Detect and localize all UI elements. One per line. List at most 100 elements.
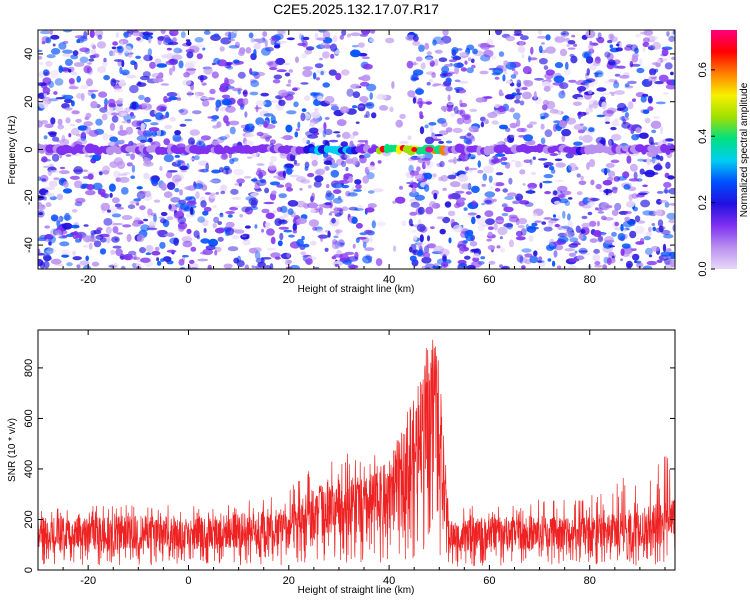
- spectrogram-speckle: [325, 190, 332, 198]
- spectrogram-speckle: [121, 60, 125, 68]
- spectrogram-speckle: [581, 51, 592, 59]
- spectrogram-speckle: [251, 178, 258, 182]
- spectrogram-speckle: [587, 211, 593, 216]
- spectrogram-speckle: [552, 190, 558, 196]
- spectrogram-speckle: [340, 141, 348, 148]
- spectrogram-speckle: [544, 129, 553, 138]
- spectrogram-speckle: [112, 41, 118, 46]
- spectrogram-speckle: [666, 31, 670, 37]
- spectrogram-speckle: [648, 254, 653, 258]
- spectrogram-speckle: [219, 212, 224, 218]
- spectrogram-speckle: [214, 227, 225, 234]
- spectrogram-speckle: [124, 107, 131, 113]
- spectrogram-speckle: [109, 122, 115, 131]
- spectrogram-speckle: [277, 30, 286, 35]
- spectrogram-speckle: [324, 95, 335, 104]
- spectrogram-speckle: [452, 224, 463, 233]
- spectrogram-speckle: [177, 216, 187, 225]
- spectrogram-speckle: [76, 39, 81, 44]
- spectrogram-speckle: [278, 89, 288, 97]
- spectrogram-speckle: [334, 206, 338, 215]
- spectrogram-speckle: [345, 166, 349, 172]
- spectrogram-speckle: [421, 256, 432, 264]
- spectrogram-speckle: [596, 114, 606, 118]
- spectrogram-speckle: [117, 129, 128, 136]
- spectrogram-speckle: [448, 195, 452, 199]
- spectrogram-speckle: [505, 80, 513, 84]
- spectrogram-speckle: [178, 49, 183, 54]
- spectrogram-speckle: [530, 171, 537, 176]
- spectrogram-speckle: [503, 60, 509, 66]
- spectrogram-speckle: [87, 62, 92, 65]
- spectrogram-speckle: [166, 216, 174, 221]
- spectrogram-speckle: [256, 131, 264, 137]
- spectrogram-speckle: [610, 159, 620, 164]
- spectrogram-speckle: [639, 58, 643, 67]
- spectrogram-speckle: [661, 48, 669, 57]
- spectrogram-speckle: [471, 64, 476, 69]
- spectrogram-speckle: [242, 91, 248, 95]
- spectrogram-speckle: [519, 41, 525, 46]
- spectrogram-speckle: [476, 214, 481, 219]
- spectrogram-speckle: [481, 202, 485, 206]
- spectrogram-speckle: [553, 75, 565, 83]
- spectrogram-speckle: [305, 131, 313, 137]
- spectrogram-speckle: [220, 153, 229, 160]
- spectrogram-speckle: [307, 172, 315, 178]
- spectrogram-speckle: [38, 49, 43, 53]
- spectrogram-speckle: [51, 153, 60, 162]
- spectrogram-speckle: [72, 231, 80, 240]
- spectrogram-speckle: [88, 242, 93, 250]
- spectrogram-speckle: [273, 44, 281, 49]
- spectrogram-speckle: [223, 165, 230, 171]
- spectrogram-speckle: [296, 217, 307, 225]
- spectrogram-speckle: [225, 105, 236, 113]
- spectrogram-speckle: [103, 218, 113, 226]
- spectrogram-speckle: [439, 228, 446, 235]
- spectrogram-speckle: [225, 221, 235, 228]
- spectrogram-speckle: [164, 37, 170, 42]
- spectrogram-speckle: [503, 206, 514, 213]
- spectrogram-speckle: [597, 211, 605, 214]
- spectrogram-speckle: [154, 58, 162, 65]
- spectrogram-speckle: [644, 117, 651, 124]
- spectrogram-speckle: [45, 202, 52, 208]
- spectrogram-speckle: [654, 208, 663, 217]
- spectrogram-speckle: [646, 157, 651, 166]
- spectrogram-speckle: [334, 229, 343, 234]
- spectrogram-speckle: [561, 34, 568, 38]
- spectrogram-speckle: [405, 34, 416, 41]
- spectrogram-speckle: [464, 60, 468, 65]
- spectrogram-speckle: [322, 82, 331, 88]
- spectrogram-speckle: [279, 232, 284, 241]
- spectrogram-speckle: [147, 208, 153, 216]
- spectrogram-speckle: [451, 47, 459, 54]
- spectrogram-speckle: [280, 205, 288, 213]
- spectrogram-speckle: [295, 56, 299, 63]
- spectrogram-speckle: [307, 184, 312, 189]
- spectrogram-speckle: [295, 128, 300, 131]
- spectrogram-speckle: [125, 74, 137, 79]
- spectrogram-speckle: [635, 241, 645, 245]
- spectrogram-speckle: [233, 257, 240, 264]
- spectrogram-speckle: [561, 134, 566, 142]
- spectrogram-speckle: [184, 186, 192, 191]
- spectrogram-speckle: [526, 124, 533, 129]
- spectrogram-speckle: [416, 223, 426, 232]
- spectrogram-speckle: [44, 123, 54, 128]
- spectrogram-speckle: [108, 141, 119, 147]
- spectrogram-speckle: [101, 59, 108, 68]
- spectrogram-speckle: [200, 238, 211, 244]
- spectrogram-speckle: [334, 180, 345, 184]
- spectrogram-speckle: [612, 187, 618, 194]
- spectrogram-speckle: [487, 244, 496, 251]
- spectrogram-speckle: [160, 30, 166, 35]
- spectrogram-speckle: [324, 116, 330, 120]
- spectrogram-y-tick-label: -20: [23, 189, 35, 205]
- spectrogram-speckle: [336, 134, 341, 138]
- spectrogram-speckle: [122, 224, 132, 228]
- spectrogram-speckle: [188, 137, 195, 146]
- spectrogram-speckle: [210, 192, 216, 196]
- spectrogram-speckle: [104, 98, 108, 107]
- spectrogram-speckle: [114, 203, 122, 208]
